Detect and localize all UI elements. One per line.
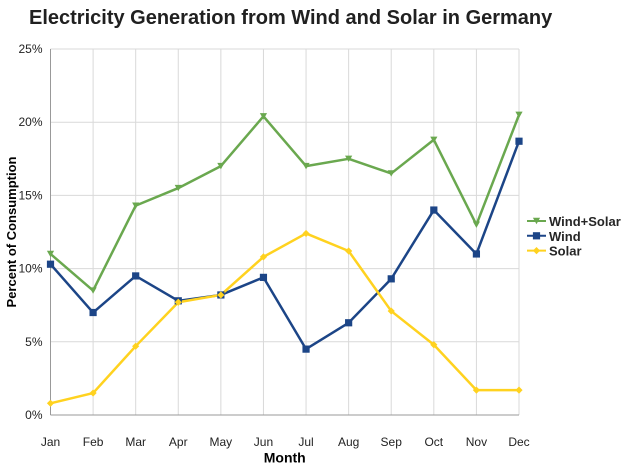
svg-text:10%: 10% [18,262,42,276]
svg-text:Mar: Mar [125,435,146,449]
svg-text:Wind: Wind [549,229,581,244]
svg-text:Solar: Solar [549,244,582,259]
svg-text:0%: 0% [25,408,43,422]
svg-text:Oct: Oct [424,435,443,449]
svg-text:Percent of Consumption: Percent of Consumption [4,156,19,307]
svg-text:5%: 5% [25,335,43,349]
svg-text:Jan: Jan [41,435,60,449]
svg-text:May: May [210,435,233,449]
svg-text:Nov: Nov [466,435,487,449]
svg-text:Aug: Aug [338,435,359,449]
svg-text:Jul: Jul [298,435,313,449]
svg-text:Dec: Dec [508,435,529,449]
svg-text:Wind+Solar: Wind+Solar [549,214,621,229]
svg-text:25%: 25% [18,42,42,56]
svg-text:Apr: Apr [169,435,188,449]
svg-text:Jun: Jun [254,435,273,449]
svg-text:Month: Month [264,450,306,466]
svg-text:Feb: Feb [83,435,104,449]
svg-text:Sep: Sep [381,435,403,449]
svg-text:20%: 20% [18,115,42,129]
svg-text:15%: 15% [18,188,42,202]
